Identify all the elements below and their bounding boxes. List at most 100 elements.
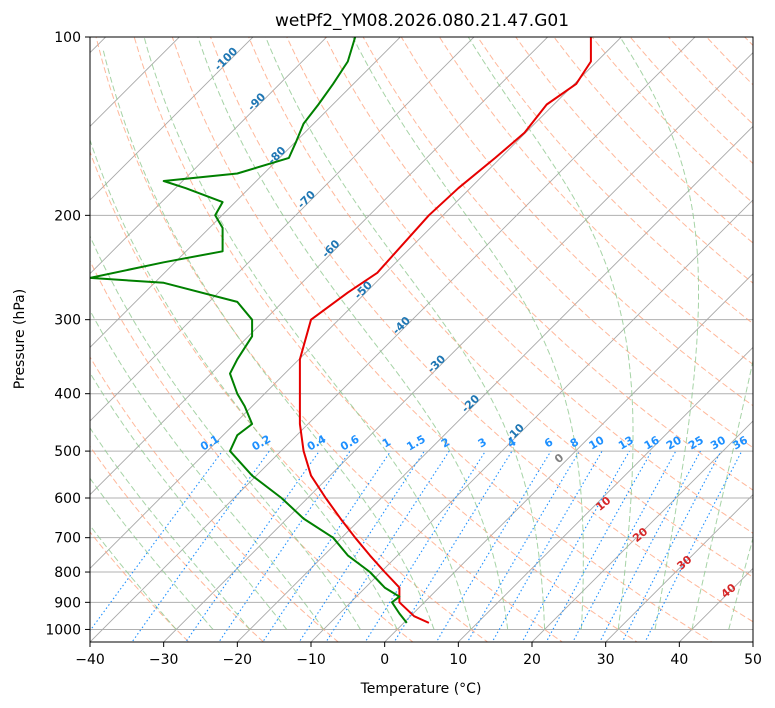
moist-adiabat [90,309,324,630]
moist-adiabat [102,49,435,630]
isotherm-line [90,37,475,422]
dry-adiabat [477,37,753,325]
dry-adiabat [629,37,753,165]
moist-adiabat [90,138,398,630]
isotherm-line [236,125,753,642]
mixing-ratio-labels: 0.1 0.2 0.4 0.6 1 1.5 2 3 4 6 8 10 13 16 20 25 30 36 [198,432,750,453]
isotherm-line [310,199,753,642]
dry-adiabat [248,37,753,578]
x-tick-label: 30 [597,652,615,668]
mixing-ratio-line [131,450,270,642]
dry-adiabat [90,150,489,642]
mixing-ratio-line [644,450,743,642]
moist-adiabat-label: 40 [719,581,739,601]
moist-adiabat-label: 0 [552,451,566,466]
dry-adiabat [438,37,753,366]
background-lines [90,10,775,654]
isotherm-label: -100 [212,44,241,73]
dry-adiabat [90,445,265,642]
plot-frame [89,36,754,643]
x-tick-label: −30 [149,652,179,668]
x-tick-label: −10 [296,652,326,668]
dry-adiabat [95,37,564,642]
y-axis-label: Pressure (hPa) [12,289,28,389]
mixing-ratio-line [262,450,392,642]
mixing-ratio-label: 1 [380,435,393,450]
y-tick-label: 700 [54,531,81,547]
dry-adiabat [171,37,713,642]
dry-adiabat [744,37,753,47]
mixing-ratio-line [435,450,552,642]
mixing-ratio-label: 0.4 [305,432,329,453]
moist-adiabat [265,37,546,630]
isotherm-line [90,37,401,348]
mixing-ratio-label: 0.2 [250,432,273,453]
moist-adiabat [90,427,251,630]
isotherm-label: -50 [352,278,375,301]
isotherm-line [90,37,254,201]
chart-title: wetPf2_YM08.2026.080.21.47.G01 [275,11,569,31]
isotherm-label: -20 [459,392,482,415]
isotherm-line [90,37,328,275]
isotherm-label: -40 [390,314,413,337]
x-tick-label: 0 [380,652,389,668]
mixing-ratio-label: 3 [476,435,489,450]
isotherm-line [605,494,753,642]
dry-adiabat [705,37,753,86]
isotherm-line [531,420,753,642]
isotherm-label: -30 [425,352,448,375]
mixing-ratio-label: 6 [542,435,555,450]
dry-adiabat [515,37,753,284]
isotherm-label: -90 [245,90,268,113]
dry-adiabat [591,37,753,204]
mixing-ratio-line [298,450,425,642]
isotherm-label: -60 [319,237,342,260]
moist-adiabat-label: 20 [630,525,650,545]
dewpoint-profile [90,37,408,624]
x-tick-label: 50 [744,652,762,668]
x-axis: −40 −30 −20 −10 0 10 20 30 40 50 [75,642,762,668]
sounding-curves [90,37,592,624]
mixing-ratio-label: 20 [664,433,684,452]
dry-adiabat [90,259,414,642]
isotherm-line [90,37,622,569]
x-tick-label: 40 [670,652,688,668]
dry-adiabat [756,10,775,654]
dry-adiabat [400,37,753,407]
mixing-ratio-label: 1.5 [404,432,427,453]
mixing-ratio-line [218,450,351,642]
x-tick-label: 20 [523,652,541,668]
x-tick-label: 10 [449,652,467,668]
isotherm-line [90,37,180,127]
x-tick-label: −20 [223,652,253,668]
y-tick-label: 300 [54,313,81,329]
y-tick-label: 400 [54,387,81,403]
dry-adiabat [209,37,753,623]
dry-adiabat [362,37,753,449]
isotherm-line [163,52,753,642]
moist-adiabat [90,235,361,630]
mixing-ratio-line [466,450,580,642]
y-tick-label: 1000 [45,622,81,638]
mixing-ratio-label: 2 [439,435,452,450]
dry-adiabat [133,37,638,642]
isotherm-line [90,37,549,496]
mixing-ratio-label: 30 [708,433,728,452]
moist-adiabat [90,371,288,630]
mixing-ratio-label: 25 [686,434,706,453]
isotherm-line [90,37,696,642]
isotherm-label: -70 [295,188,318,211]
mixing-ratio-line [599,450,701,642]
mixing-ratio-label: 10 [587,433,607,452]
isotherm-line [752,641,753,642]
y-tick-label: 200 [54,208,81,224]
y-tick-label: 900 [54,595,81,611]
y-tick-label: 800 [54,565,81,581]
mixing-ratio-line [364,450,486,642]
y-tick-label: 600 [54,491,81,507]
moist-adiabat [90,524,177,630]
moist-adiabat [352,37,584,630]
mixing-ratio-label: 16 [642,433,662,452]
